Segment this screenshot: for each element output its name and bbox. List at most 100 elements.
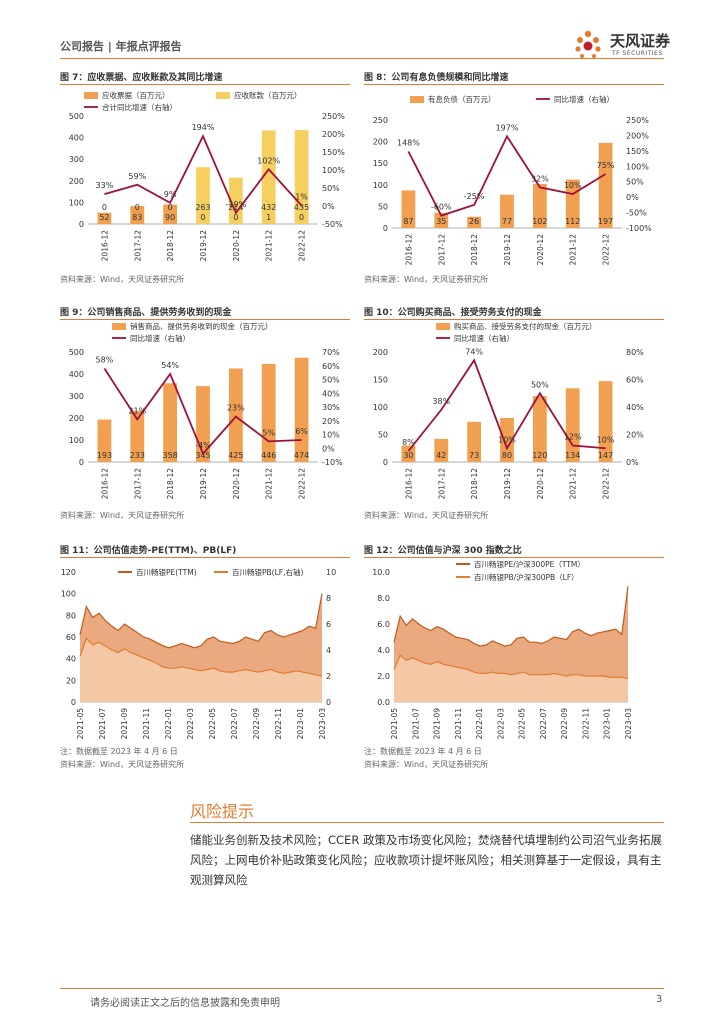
- x-tick-label: 2018-12: [166, 230, 175, 262]
- bar: [261, 363, 276, 462]
- fig9-chart: 0 100 200 300 400 500 -10% 0% 10% 20% 30% 40% 50% 60%…: [69, 321, 343, 500]
- growth-value-label: -19%: [226, 200, 247, 209]
- x-tick-label: 2019-12: [503, 468, 512, 500]
- legend-label: 有息负债（百万元）: [428, 94, 496, 104]
- fig11-note: 注：数据截至 2023 年 4 月 6 日: [60, 747, 178, 756]
- y-tick-label: 60: [66, 633, 76, 642]
- bar-value-label: 102: [532, 217, 547, 226]
- growth-value-label: 75%: [597, 161, 615, 170]
- y2-tick-label: 50%: [322, 376, 340, 385]
- fig12-chart: 0.0 2.0 4.0 6.0 8.0 10.0 2021-05 2021-07 2021-09…: [372, 560, 633, 740]
- y-tick-label: 50: [378, 202, 388, 211]
- bar-value-label: 42: [436, 451, 446, 460]
- x-tick-label: 2022-07: [230, 708, 239, 740]
- y2-tick-label: -50%: [322, 220, 343, 229]
- bar-value-label: 134: [565, 451, 580, 460]
- y-tick-label: 0: [383, 458, 388, 467]
- x-tick-label: 2021-12: [265, 468, 274, 500]
- y-tick-label: 100: [373, 181, 388, 190]
- y2-tick-label: 80%: [626, 348, 644, 357]
- y2-tick-label: 40%: [626, 403, 644, 412]
- bar-value-label: 83: [132, 213, 142, 222]
- y-tick-label: 100: [373, 403, 388, 412]
- y2-tick-label: 20%: [322, 417, 340, 426]
- x-tick-label: 2021-07: [98, 708, 107, 740]
- y-tick-label: 100: [69, 198, 84, 207]
- y2-tick-label: 200%: [322, 130, 345, 139]
- legend-label: 购买商品、接受劳务支付的现金（百万元）: [454, 321, 597, 331]
- y-tick-label: 200: [69, 177, 84, 186]
- bar-value-label: 0: [299, 213, 304, 222]
- y-tick-label: 250: [373, 116, 388, 125]
- bar-value-label: 147: [598, 451, 613, 460]
- series-line: [393, 586, 629, 647]
- y2-tick-label: 0%: [626, 193, 639, 202]
- fig8-title-rule: [364, 84, 664, 85]
- series-area: [394, 655, 628, 702]
- bar-value-label: 197: [598, 217, 613, 226]
- bar-value-label: 233: [130, 451, 145, 460]
- x-tick-label: 2022-05: [208, 708, 217, 740]
- growth-value-label: 12%: [564, 433, 582, 442]
- bar-value-label: 0: [168, 203, 173, 212]
- growth-value-label: 59%: [128, 172, 146, 181]
- fig7-chart: 0100200300400500-50%0%50%100%150%200%250…: [69, 90, 346, 262]
- bar-value-label: 73: [469, 451, 479, 460]
- x-tick-label: 2021-07: [411, 708, 420, 740]
- fig10-source: 资料来源：Wind，天风证券研究所: [364, 511, 489, 520]
- bar: [565, 388, 580, 462]
- x-tick-label: 2022-01: [475, 708, 484, 740]
- x-tick-label: 2016-12: [404, 468, 413, 500]
- x-tick-label: 2022-07: [539, 708, 548, 740]
- bar-value-label: 52: [99, 213, 109, 222]
- y-tick-label: 120: [61, 568, 76, 577]
- growth-value-label: 8%: [402, 438, 415, 447]
- y2-tick-label: 150%: [322, 148, 345, 157]
- bar: [500, 418, 514, 462]
- growth-value-label: 33%: [96, 181, 114, 190]
- y2-tick-label: -10%: [322, 458, 343, 467]
- bar-value-label: 1: [266, 213, 271, 222]
- fig12-title: 图 12：公司估值与沪深 300 指数之比: [364, 546, 522, 556]
- legend-label: 销售商品、提供劳务收到的现金（百万元）: [130, 321, 273, 331]
- y2-tick-label: 0%: [322, 202, 335, 211]
- bar: [598, 381, 613, 462]
- y-tick-label: 0: [71, 698, 76, 707]
- bar-value-label: 35: [436, 217, 446, 226]
- y-tick-label: 40: [66, 655, 76, 664]
- fig9-title-rule: [60, 319, 350, 320]
- legend-swatch: [216, 92, 230, 99]
- y-tick-label: 400: [69, 370, 84, 379]
- bar-value-label: 0: [200, 213, 205, 222]
- bar-value-label: 80: [502, 451, 512, 460]
- footer-divider: [60, 988, 664, 989]
- y2-tick-label: 4: [326, 646, 331, 655]
- y2-tick-label: 100%: [322, 166, 345, 175]
- growth-value-label: 58%: [96, 356, 114, 365]
- y-tick-label: 20: [66, 676, 76, 685]
- y-tick-label: 150: [373, 159, 388, 168]
- x-tick-label: 2023-01: [296, 708, 305, 740]
- bar-value-label: 358: [163, 451, 178, 460]
- bar: [434, 438, 449, 462]
- x-tick-label: 2023-03: [318, 708, 327, 740]
- risk-divider: [190, 822, 664, 823]
- bar-value-label: 87: [403, 217, 413, 226]
- bar-value-label: 263: [195, 203, 210, 212]
- growth-value-label: 194%: [192, 123, 215, 132]
- growth-value-label: 9%: [164, 190, 177, 199]
- fig10-chart: 0 50 100 150 200 0% 20% 40% 60% 80% 2016-12 2017-12…: [373, 321, 644, 500]
- fig10-title-rule: [364, 319, 664, 320]
- fig11-title: 图 11：公司估值走势-PE(TTM)、PB(LF): [60, 546, 237, 556]
- legend-swatch: [112, 323, 126, 330]
- growth-value-label: 54%: [161, 361, 179, 370]
- x-tick-label: 2017-12: [437, 468, 446, 500]
- y2-tick-label: -100%: [626, 224, 652, 233]
- growth-line: [407, 134, 607, 217]
- x-tick-label: 2017-12: [133, 468, 142, 500]
- fig11-source: 资料来源：Wind，天风证券研究所: [60, 760, 185, 769]
- report-type-header: 公司报告 | 年报点评报告: [60, 40, 182, 53]
- y2-tick-label: 100%: [626, 162, 649, 171]
- growth-value-label: -25%: [464, 192, 485, 201]
- x-tick-label: 2020-12: [232, 230, 241, 262]
